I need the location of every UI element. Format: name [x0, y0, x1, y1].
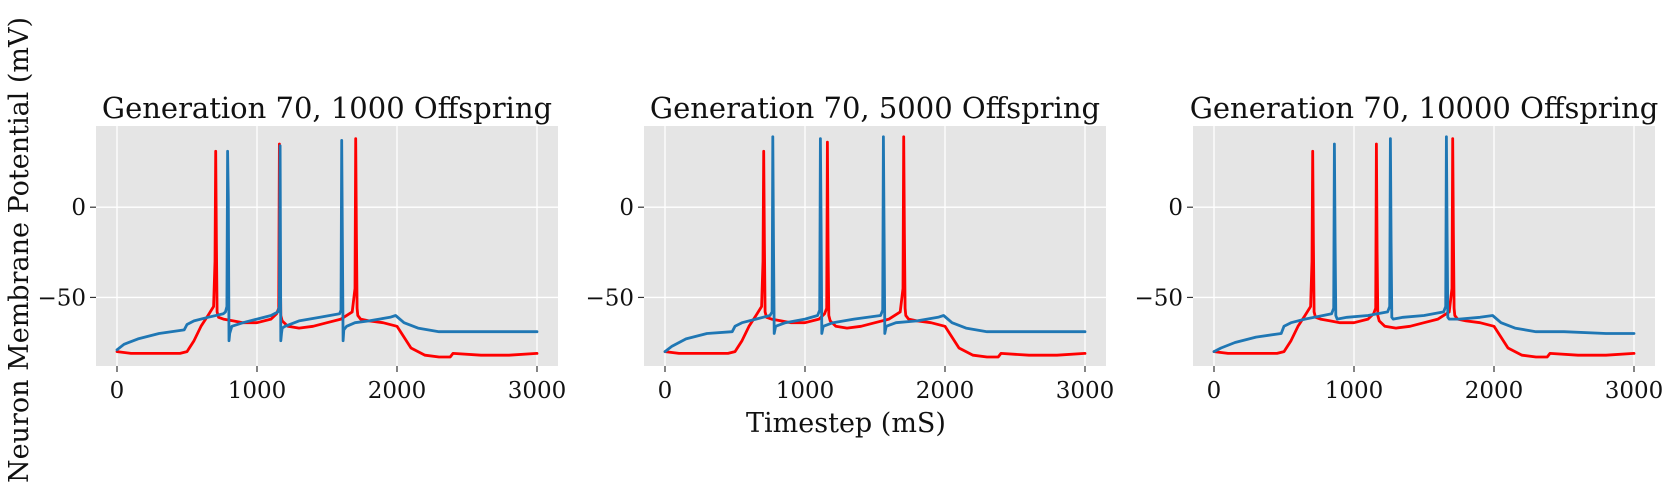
plot-area — [1193, 126, 1655, 366]
series-line-2 — [663, 135, 1087, 353]
x-tick-label: 0 — [1207, 378, 1222, 404]
x-tick-label: 3000 — [1056, 378, 1115, 404]
series-line-2 — [115, 139, 539, 352]
y-tick-label: 0 — [1168, 195, 1183, 221]
series-line-1 — [115, 137, 539, 359]
chart-title: Generation 70, 5000 Offspring — [650, 91, 1100, 125]
x-axis-label: Timestep (mS) — [746, 408, 946, 439]
y-tick-label: 0 — [619, 195, 634, 221]
x-tick-label: 3000 — [1605, 378, 1664, 404]
x-tick-label: 2000 — [916, 378, 975, 404]
chart-title: Generation 70, 1000 Offspring — [102, 91, 552, 125]
series-line-1 — [663, 135, 1087, 359]
series-line-2 — [1212, 135, 1636, 353]
plot-area — [644, 126, 1106, 366]
y-tick-label: −50 — [585, 285, 634, 311]
y-tick-label: −50 — [1134, 285, 1183, 311]
series-line-1 — [1212, 137, 1636, 359]
x-tick-label: 1000 — [228, 378, 287, 404]
x-tick-label: 1000 — [776, 378, 835, 404]
y-tick-label: −50 — [37, 285, 86, 311]
x-tick-label: 0 — [658, 378, 673, 404]
y-tick-label: 0 — [71, 195, 86, 221]
chart-panels: 0 1000 2000 3000 0 −50 Generation 70, 1000 Off… — [37, 91, 1663, 404]
chart-panel-2: 0 1000 2000 3000 0 −50 Generation 70, 5000 Off… — [585, 91, 1114, 404]
chart-panel-1: 0 1000 2000 3000 0 −50 Generation 70, 1000 Off… — [37, 91, 566, 404]
y-axis-label: Neuron Membrane Potential (mV) — [4, 17, 35, 483]
x-tick-label: 2000 — [368, 378, 427, 404]
chart-panel-3: 0 1000 2000 3000 0 −50 Generation 70, 10000 Of… — [1134, 91, 1663, 404]
plot-area — [96, 126, 558, 366]
chart-title: Generation 70, 10000 Offspring — [1190, 91, 1659, 125]
x-tick-label: 1000 — [1325, 378, 1384, 404]
x-tick-label: 3000 — [508, 378, 567, 404]
x-tick-label: 2000 — [1465, 378, 1524, 404]
x-tick-label: 0 — [110, 378, 125, 404]
